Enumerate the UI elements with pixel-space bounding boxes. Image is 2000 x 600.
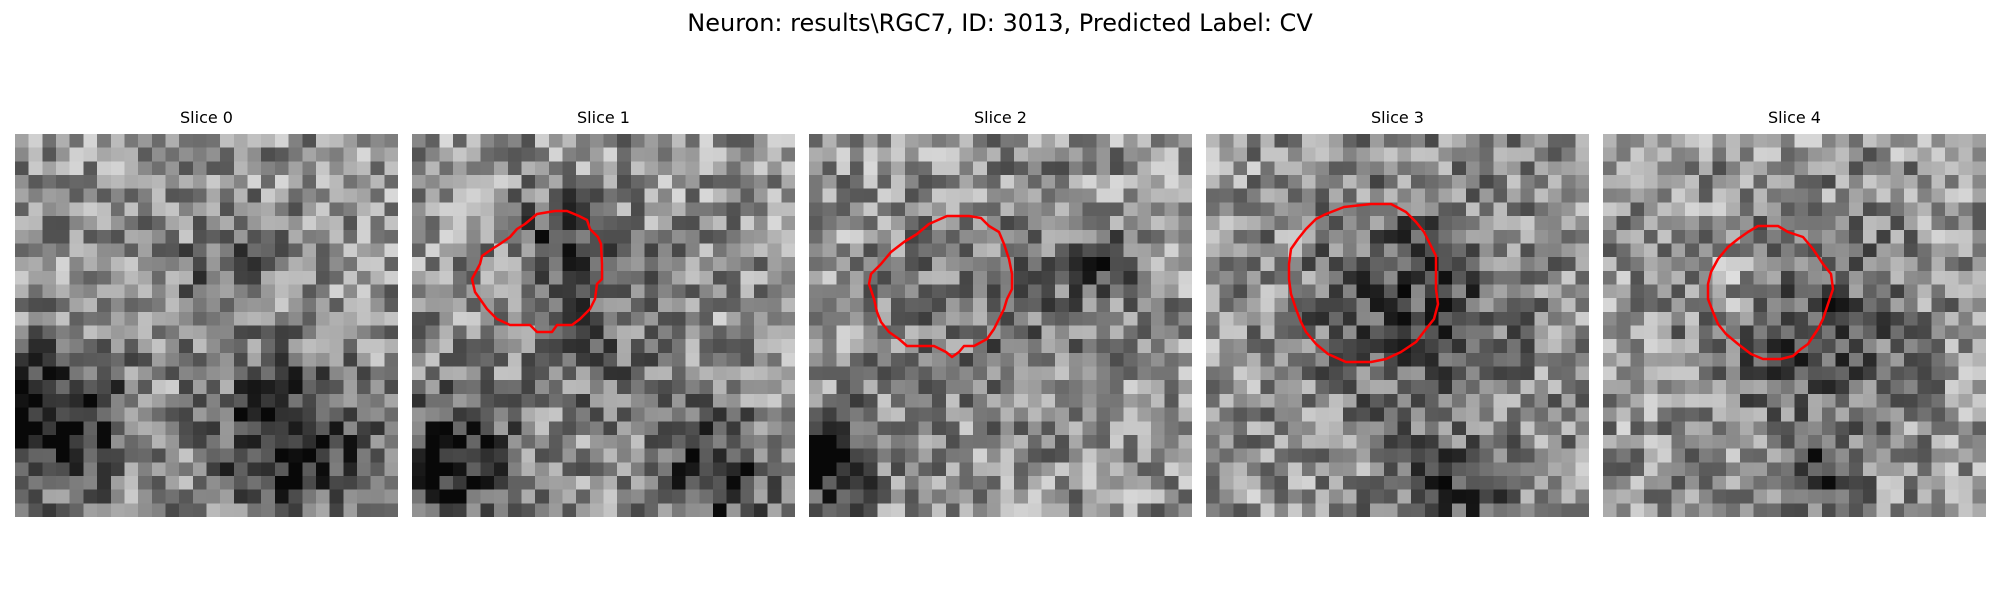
slice-image — [809, 134, 1192, 517]
slice-title: Slice 1 — [577, 108, 630, 127]
pixel-grid — [15, 134, 398, 517]
pixel-grid — [809, 134, 1192, 517]
pixel-grid — [1603, 134, 1986, 517]
slice-title: Slice 3 — [1371, 108, 1424, 127]
cell-contour — [867, 214, 1014, 359]
cell-contour — [470, 209, 604, 334]
figure-title: Neuron: results\RGC7, ID: 3013, Predicte… — [687, 9, 1313, 37]
pixel-grid — [412, 134, 795, 517]
slice-image — [15, 134, 398, 517]
slice-title: Slice 4 — [1768, 108, 1821, 127]
cell-contour — [1706, 224, 1835, 361]
slice-title: Slice 2 — [974, 108, 1027, 127]
pixel-grid — [1206, 134, 1589, 517]
slice-image — [1603, 134, 1986, 517]
slice-image — [1206, 134, 1589, 517]
slice-title: Slice 0 — [180, 108, 233, 127]
slice-image — [412, 134, 795, 517]
cell-contour — [1287, 202, 1440, 364]
